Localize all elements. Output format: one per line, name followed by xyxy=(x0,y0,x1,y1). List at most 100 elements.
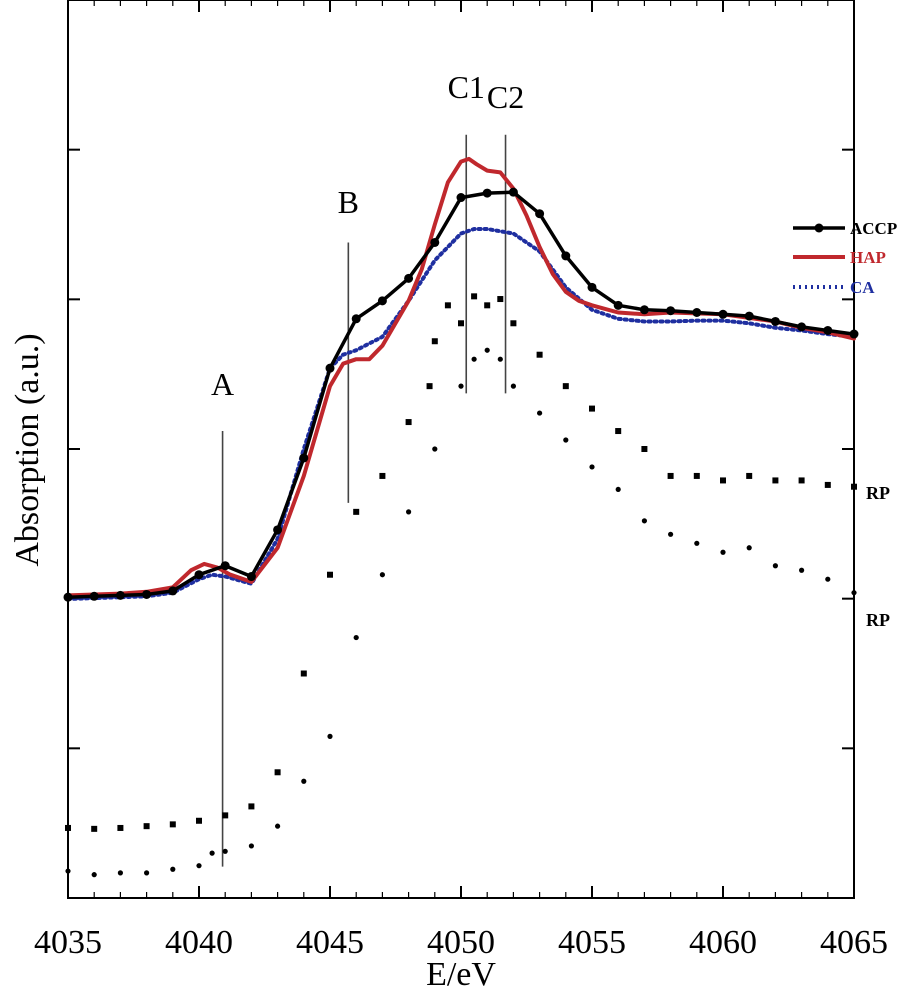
rp-upper-point xyxy=(327,571,333,578)
rp-upper-point xyxy=(222,812,229,819)
accp-point xyxy=(482,188,492,198)
rp-lower-point xyxy=(275,823,281,829)
x-tick-label: 4050 xyxy=(427,924,495,961)
accp-point xyxy=(430,237,440,247)
accp-point xyxy=(194,570,204,580)
rp-upper-point xyxy=(274,769,281,776)
rp-lower-point xyxy=(720,549,726,555)
accp-point xyxy=(561,251,571,261)
feature-marker-label: B xyxy=(338,184,359,220)
rp-upper-point xyxy=(431,338,438,345)
rp-upper-point xyxy=(510,320,517,327)
rp-lower-point xyxy=(497,356,503,362)
rp-lower-point xyxy=(589,464,595,470)
x-tick-label: 4065 xyxy=(820,924,888,961)
rp-upper-point xyxy=(772,477,779,484)
rp-lower-point xyxy=(694,540,700,546)
x-tick-label: 4040 xyxy=(165,924,233,961)
rp-lower-point xyxy=(484,347,490,353)
accp-point xyxy=(63,592,73,602)
accp-point xyxy=(666,306,676,316)
accp-point xyxy=(351,314,361,324)
series-line-hap xyxy=(66,156,856,598)
rp-upper-point xyxy=(91,825,98,832)
rp-lower-point xyxy=(641,518,648,524)
x-tick-label: 4035 xyxy=(34,924,102,961)
rp-lower-point xyxy=(196,863,202,869)
legend: ACCP HAP CA xyxy=(793,219,897,297)
feature-marker-label: C1 xyxy=(448,69,485,105)
legend-label-hap: HAP xyxy=(850,248,886,267)
accp-point xyxy=(299,453,309,463)
rp-lower-point xyxy=(458,383,464,389)
rp-lower-point xyxy=(746,545,752,551)
accp-point xyxy=(770,316,780,326)
rp-upper-point xyxy=(615,428,622,435)
accp-point xyxy=(639,305,649,315)
rp-lower-point xyxy=(668,531,674,537)
rp-upper-point xyxy=(798,477,805,484)
accp-point xyxy=(508,187,518,197)
rp-upper-point xyxy=(300,670,307,677)
accp-point xyxy=(168,586,178,596)
rp-lower-point xyxy=(222,848,228,854)
accp-point xyxy=(744,311,754,321)
rp-upper-point xyxy=(426,383,433,390)
rp-lower-point xyxy=(471,356,477,362)
legend-label-ca: CA xyxy=(850,278,875,297)
rp-upper-point xyxy=(444,302,451,309)
rp-upper-point xyxy=(143,823,150,830)
y-axis-label: Absorption (a.u.) xyxy=(9,333,46,566)
series-layer xyxy=(63,156,859,878)
accp-point xyxy=(718,309,728,319)
rp-upper-point xyxy=(589,405,595,412)
rp-upper-point xyxy=(851,483,857,490)
rp-lower-point xyxy=(379,572,385,578)
rp-upper-point xyxy=(641,446,648,452)
rp-lower-point xyxy=(327,733,333,739)
accp-point xyxy=(377,296,387,306)
rp-upper-point xyxy=(405,419,412,426)
accp-point xyxy=(587,282,597,292)
rp-upper-point xyxy=(196,817,202,824)
rp-lower-point xyxy=(563,437,569,443)
rp-label-upper: RP xyxy=(866,483,890,503)
rp-lower-point xyxy=(406,509,412,515)
rp-upper-point xyxy=(379,472,386,479)
rp-lower-point xyxy=(537,410,543,416)
accp-point xyxy=(142,589,152,599)
x-tick-label: 4055 xyxy=(558,924,626,961)
rp-upper-point xyxy=(248,803,255,810)
rp-upper-point xyxy=(117,824,124,831)
accp-point xyxy=(456,193,466,203)
series-line-ca xyxy=(66,227,856,601)
rp-lower-point xyxy=(91,872,97,878)
rp-lower-point xyxy=(144,870,150,876)
rp-upper-point xyxy=(667,472,674,479)
accp-point xyxy=(849,329,859,339)
rp-lower-point xyxy=(615,486,621,493)
rp-upper-point xyxy=(458,320,464,327)
x-tick-label: 4045 xyxy=(296,924,364,961)
feature-marker-label: C2 xyxy=(487,79,524,115)
rp-upper-point xyxy=(471,293,478,300)
accp-point xyxy=(692,308,702,318)
rp-upper-point xyxy=(497,296,504,303)
rp-upper-point xyxy=(536,351,543,358)
accp-point xyxy=(613,300,623,310)
rp-lower-point xyxy=(432,446,438,452)
rp-upper-point xyxy=(484,302,491,309)
accp-point xyxy=(325,363,335,373)
rp-lower-point xyxy=(170,866,176,872)
rp-upper-point xyxy=(562,383,569,390)
accp-point xyxy=(823,325,833,335)
x-tick-label: 4060 xyxy=(689,924,757,961)
rp-lower-point xyxy=(248,843,254,849)
accp-point xyxy=(89,591,99,601)
accp-point xyxy=(535,209,545,219)
rp-upper-point xyxy=(169,821,176,828)
plot-frame xyxy=(67,0,855,899)
rp-upper-point xyxy=(746,472,753,479)
rp-lower-point xyxy=(353,634,359,641)
